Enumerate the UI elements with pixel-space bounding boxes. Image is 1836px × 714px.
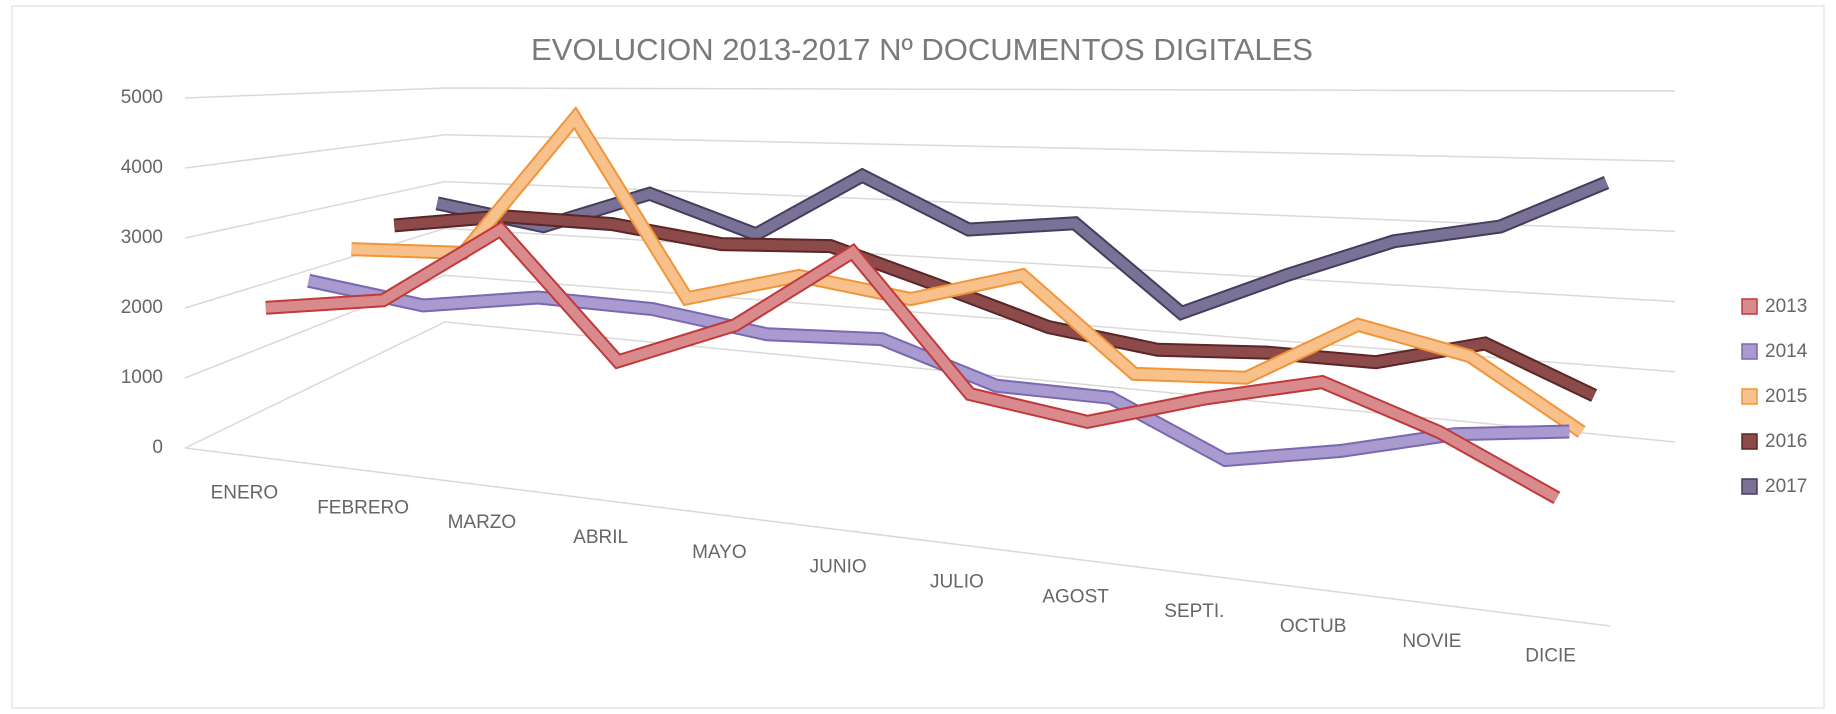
legend-label: 2014 — [1765, 341, 1808, 362]
grid-line — [184, 321, 1676, 449]
legend-label: 2016 — [1765, 431, 1807, 452]
legend-label: 2015 — [1765, 386, 1807, 407]
legend-swatch — [1741, 343, 1758, 360]
y-tick-label: 3000 — [121, 227, 163, 248]
y-tick-label: 1000 — [121, 367, 163, 388]
series-line — [351, 109, 1585, 437]
x-tick-label: MAYO — [692, 542, 747, 563]
y-tick-label: 2000 — [121, 297, 163, 318]
x-tick-label: OCTUB — [1280, 616, 1347, 637]
y-tick-label: 4000 — [121, 157, 163, 178]
grid-line — [184, 134, 1676, 169]
y-tick-label: 0 — [152, 437, 163, 458]
x-tick-label: AGOST — [1042, 586, 1109, 607]
grid — [184, 87, 1676, 627]
x-tick-label: JUNIO — [810, 557, 867, 578]
x-tick-label: MARZO — [448, 512, 517, 533]
legend-swatch — [1741, 478, 1758, 495]
floor-edge — [184, 447, 1611, 627]
legend-swatch — [1741, 433, 1758, 450]
legend-label: 2013 — [1765, 296, 1807, 317]
x-tick-label: ABRIL — [573, 527, 628, 548]
plot — [265, 106, 1610, 504]
chart-title: EVOLUCION 2013-2017 Nº DOCUMENTOS DIGITA… — [531, 32, 1313, 67]
legend-label: 2017 — [1765, 476, 1807, 497]
series-line — [393, 211, 1597, 401]
x-tick-label: ENERO — [211, 482, 279, 503]
x-tick-label: SEPTI. — [1164, 601, 1224, 622]
series-line — [265, 223, 1560, 503]
x-tick-label: FEBRERO — [317, 497, 409, 518]
x-tick-label: JULIO — [930, 571, 984, 592]
x-tick-label: DICIE — [1525, 646, 1576, 667]
legend-swatch — [1741, 388, 1758, 405]
x-tick-label: NOVIE — [1402, 631, 1461, 652]
legend-swatch — [1741, 298, 1758, 315]
grid-line — [184, 87, 1676, 99]
y-tick-label: 5000 — [121, 87, 163, 108]
grid-line — [184, 274, 1676, 379]
grid-line — [184, 180, 1676, 239]
